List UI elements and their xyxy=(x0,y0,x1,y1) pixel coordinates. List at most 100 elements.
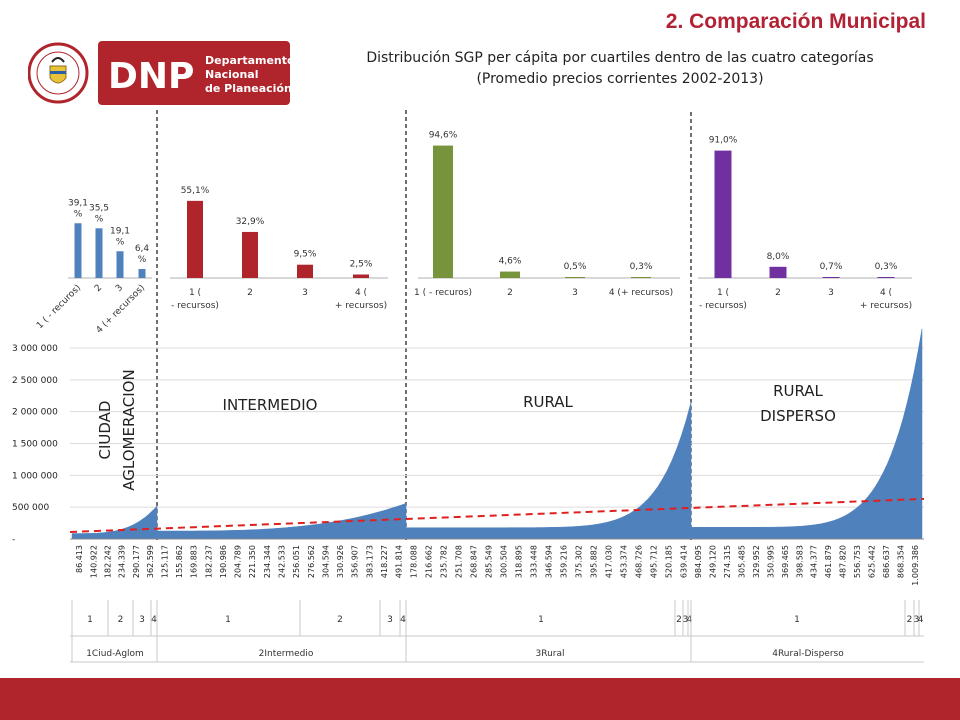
x-tick-label: 216.662 xyxy=(425,545,434,578)
bar-category-label: 2 xyxy=(775,288,781,298)
x-tick-label: 453.374 xyxy=(620,545,629,578)
x-tick-label: 285.549 xyxy=(485,545,494,578)
category-label: 4Rural-Disperso xyxy=(772,649,844,659)
bar-category-label: 1 ( xyxy=(189,288,201,298)
quartile-label: 1 xyxy=(225,615,231,625)
x-tick-label: 305.485 xyxy=(738,545,747,578)
quartile-bar-charts: 39,1%35,5%19,1%6,4%1 ( - recuros) 2 34 (+ … xyxy=(35,131,912,336)
bar-data-label: % xyxy=(138,255,147,265)
x-tick-label: 190.986 xyxy=(219,545,228,578)
bar-category-label: 2 xyxy=(93,283,104,294)
x-tick-label: 395.882 xyxy=(590,545,599,578)
x-tick-label: 304.594 xyxy=(321,545,330,578)
bar-category-label: 1 ( - recuros) xyxy=(35,283,83,331)
bar-category-label: 1 ( xyxy=(717,288,729,298)
quartile-label: 3 xyxy=(683,615,689,625)
dnp-logo: DNP Departamento Nacional de Planeación xyxy=(28,41,290,105)
bar xyxy=(242,231,258,278)
x-tick-label: 178.088 xyxy=(410,545,419,578)
area-segment-3 xyxy=(690,328,923,540)
footer-bar xyxy=(0,678,960,720)
bar-data-label: 0,7% xyxy=(820,262,843,272)
x-tick-label: 290.177 xyxy=(132,545,141,578)
x-tick-label: 375.302 xyxy=(575,545,584,578)
subtitle-line-2: (Promedio precios corrientes 2002-2013) xyxy=(476,71,764,87)
bar-data-label: 4,6% xyxy=(499,257,522,267)
x-tick-label: 276.562 xyxy=(307,545,316,578)
quartile-label: 3 xyxy=(914,615,920,625)
x-tick-label: 86.413 xyxy=(75,545,84,573)
bar xyxy=(631,277,651,278)
bar-data-label: 2,5% xyxy=(350,260,373,270)
bar-data-label: 8,0% xyxy=(767,252,790,262)
bar-data-label: 35,5 xyxy=(89,203,109,213)
bar xyxy=(116,251,124,278)
quartile-label: 2 xyxy=(337,615,343,625)
x-tick-label: 350.995 xyxy=(766,545,775,578)
logo-line3: de Planeación xyxy=(205,82,290,95)
bar-category-label: + recursos) xyxy=(335,301,387,311)
bar-data-label: 0,3% xyxy=(875,262,898,272)
area-segment-2 xyxy=(405,402,692,540)
bar xyxy=(714,150,732,278)
bar-data-label: 32,9% xyxy=(236,217,265,227)
comparison-chart: 39,1%35,5%19,1%6,4%1 ( - recuros) 2 34 (+ … xyxy=(12,110,925,663)
x-tick-label: 639.414 xyxy=(680,545,689,578)
x-tick-label: 418.227 xyxy=(380,545,389,578)
x-tick-label: 398.583 xyxy=(795,545,804,578)
category-label: 3Rural xyxy=(536,649,565,659)
distribution-area-chart: 3 000 000 2 500 000 2 000 000 1 500 000 1 00… xyxy=(12,328,925,663)
x-tick-label: 984.095 xyxy=(694,545,703,578)
bar xyxy=(187,200,203,278)
bar-data-label: % xyxy=(74,209,83,219)
area-segment-1 xyxy=(156,502,407,540)
x-tick-label: 461.879 xyxy=(824,545,833,578)
bar xyxy=(500,271,520,278)
x-tick-label: 234.339 xyxy=(118,545,127,578)
bar xyxy=(74,223,82,278)
bar xyxy=(877,277,895,278)
x-tick-label: 369.465 xyxy=(781,545,790,578)
x-tick-label: 383.173 xyxy=(365,545,374,578)
bar xyxy=(353,274,369,278)
bar-data-label: % xyxy=(95,214,104,224)
x-tick-label: 625.442 xyxy=(867,545,876,578)
region-label-rural-disperso-2: DISPERSO xyxy=(760,407,836,425)
region-label-intermedio: INTERMEDIO xyxy=(223,396,318,414)
x-tick-label: 330.926 xyxy=(336,545,345,578)
bar-data-label: 94,6% xyxy=(429,131,458,141)
x-tick-label: 487.820 xyxy=(839,545,848,578)
x-tick-label: 221.350 xyxy=(248,545,257,578)
bar-data-label: 55,1% xyxy=(181,186,210,196)
area-segment-0 xyxy=(71,505,158,540)
x-tick-label: 169.883 xyxy=(190,545,199,578)
bar-category-label: - recursos) xyxy=(171,301,219,311)
y-tick-label: 1 500 000 xyxy=(12,440,58,450)
x-tick-label: 182.242 xyxy=(103,545,112,578)
bar-data-label: 0,3% xyxy=(630,262,653,272)
bar-data-label: 6,4 xyxy=(135,244,150,254)
bar xyxy=(297,264,313,278)
quartile-label: 3 xyxy=(387,615,393,625)
quartile-label: 3 xyxy=(139,615,145,625)
quartile-label: 2 xyxy=(118,615,124,625)
bar-category-label: 2 xyxy=(507,288,513,298)
x-tick-label: 346.594 xyxy=(545,545,554,578)
bar-category-label: 3 xyxy=(302,288,308,298)
y-tick-label: 3 000 000 xyxy=(12,344,58,354)
x-tick-label: 256.051 xyxy=(292,545,301,578)
x-tick-label: 868.354 xyxy=(896,545,905,578)
y-tick-label: 2 000 000 xyxy=(12,408,58,418)
x-tick-label: 235.782 xyxy=(440,545,449,578)
bar-data-label: 91,0% xyxy=(709,136,738,146)
x-tick-label: 318.895 xyxy=(515,545,524,578)
bar-category-label: 3 xyxy=(572,288,578,298)
x-tick-label: 556.753 xyxy=(853,545,862,578)
quartile-label: 1 xyxy=(87,615,93,625)
bar xyxy=(769,266,787,278)
bar xyxy=(433,145,453,278)
bar-data-label: 0,5% xyxy=(564,262,587,272)
quartile-label: 4 xyxy=(918,615,924,625)
x-tick-label: 520.185 xyxy=(665,545,674,578)
x-tick-label: 155.862 xyxy=(175,545,184,578)
